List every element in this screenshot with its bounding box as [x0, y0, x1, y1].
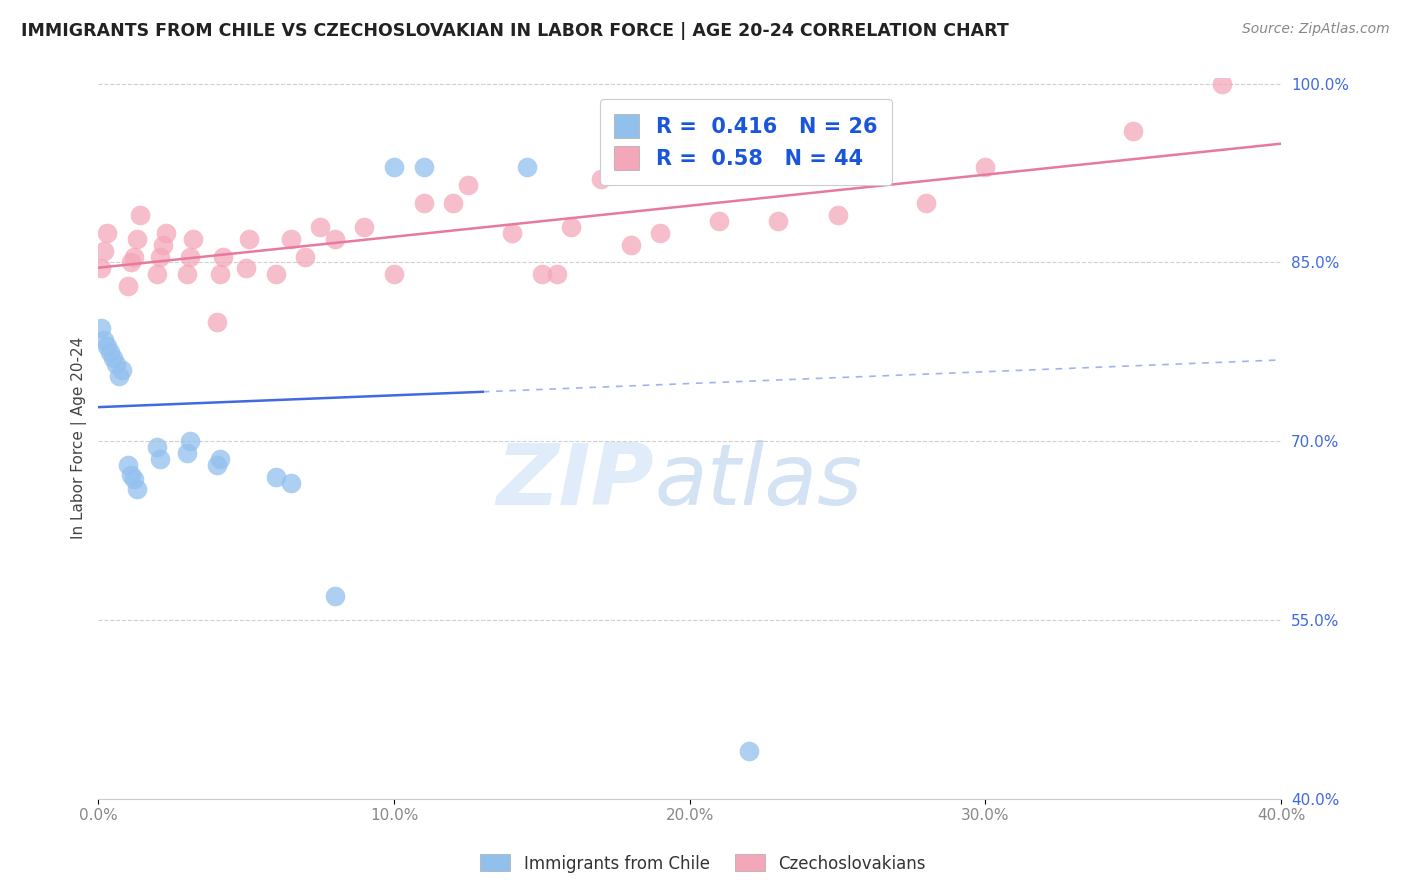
Point: [1122, 124, 1144, 138]
Point: [146, 440, 169, 454]
Point: [111, 363, 134, 377]
Text: Source: ZipAtlas.com: Source: ZipAtlas.com: [1241, 22, 1389, 37]
Point: [208, 268, 231, 282]
Point: [120, 255, 142, 269]
Point: [235, 261, 257, 276]
Point: [280, 475, 302, 490]
Legend: Immigrants from Chile, Czechoslovakians: Immigrants from Chile, Czechoslovakians: [474, 847, 932, 880]
Y-axis label: In Labor Force | Age 20-24: In Labor Force | Age 20-24: [72, 337, 87, 540]
Point: [1211, 77, 1233, 91]
Point: [412, 160, 434, 174]
Point: [382, 160, 405, 174]
Point: [96, 339, 118, 353]
Point: [323, 232, 346, 246]
Point: [149, 452, 172, 467]
Point: [709, 214, 731, 228]
Point: [974, 160, 997, 174]
Point: [90, 261, 112, 276]
Point: [155, 226, 177, 240]
Text: IMMIGRANTS FROM CHILE VS CZECHOSLOVAKIAN IN LABOR FORCE | AGE 20-24 CORRELATION : IMMIGRANTS FROM CHILE VS CZECHOSLOVAKIAN…: [21, 22, 1010, 40]
Point: [98, 344, 121, 359]
Point: [605, 160, 627, 174]
Point: [205, 315, 228, 329]
Point: [90, 321, 112, 335]
Point: [560, 219, 582, 234]
Point: [650, 226, 672, 240]
Point: [93, 244, 115, 258]
Point: [323, 589, 346, 603]
Point: [117, 458, 139, 472]
Point: [205, 458, 228, 472]
Point: [176, 446, 198, 460]
Point: [179, 434, 201, 449]
Text: atlas: atlas: [654, 440, 862, 523]
Point: [125, 232, 148, 246]
Point: [105, 357, 128, 371]
Point: [738, 744, 761, 758]
Point: [211, 250, 233, 264]
Point: [96, 226, 118, 240]
Point: [441, 195, 464, 210]
Legend: R =  0.416   N = 26, R =  0.58   N = 44: R = 0.416 N = 26, R = 0.58 N = 44: [599, 99, 891, 185]
Point: [546, 268, 568, 282]
Point: [412, 195, 434, 210]
Point: [149, 250, 172, 264]
Point: [122, 250, 145, 264]
Text: ZIP: ZIP: [496, 440, 654, 523]
Point: [768, 214, 790, 228]
Point: [117, 279, 139, 293]
Point: [619, 237, 641, 252]
Point: [501, 226, 523, 240]
Point: [152, 237, 174, 252]
Point: [827, 208, 849, 222]
Point: [176, 268, 198, 282]
Point: [181, 232, 204, 246]
Point: [382, 268, 405, 282]
Point: [238, 232, 260, 246]
Point: [353, 219, 375, 234]
Point: [146, 268, 169, 282]
Point: [264, 268, 287, 282]
Point: [179, 250, 201, 264]
Point: [101, 351, 124, 365]
Point: [93, 333, 115, 347]
Point: [309, 219, 332, 234]
Point: [530, 268, 553, 282]
Point: [915, 195, 938, 210]
Point: [125, 482, 148, 496]
Point: [264, 470, 287, 484]
Point: [122, 472, 145, 486]
Point: [516, 160, 538, 174]
Point: [280, 232, 302, 246]
Point: [108, 368, 131, 383]
Point: [589, 172, 612, 186]
Point: [120, 467, 142, 482]
Point: [457, 178, 479, 192]
Point: [128, 208, 150, 222]
Point: [208, 452, 231, 467]
Point: [294, 250, 316, 264]
